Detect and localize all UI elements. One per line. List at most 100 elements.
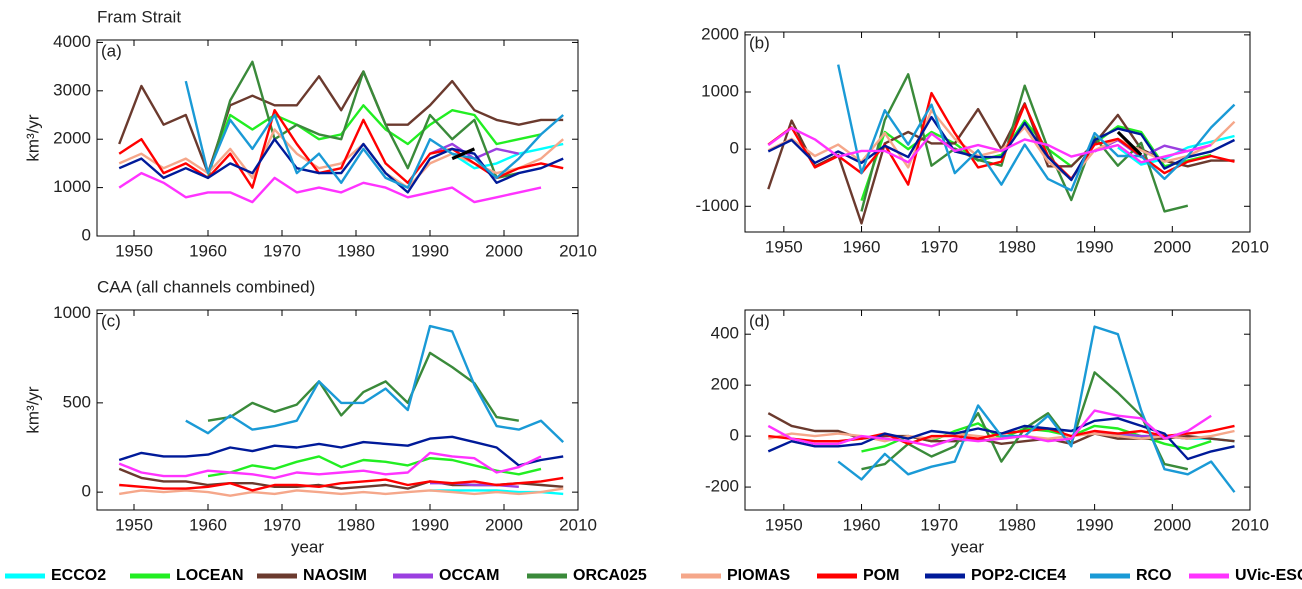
panel-label: (a) xyxy=(101,41,122,60)
y-tick-label: 0 xyxy=(82,482,91,501)
legend-item: PIOMAS xyxy=(681,567,790,584)
series-line xyxy=(118,138,564,194)
x-tick-label: 1960 xyxy=(189,515,227,534)
series-line xyxy=(118,171,542,204)
y-axis-label: km³/yr xyxy=(23,386,42,434)
series-line xyxy=(184,80,564,189)
series-line xyxy=(451,147,476,161)
legend-item: LOCEAN xyxy=(130,567,244,584)
legend-label: RCO xyxy=(1136,567,1172,584)
x-tick-label: 1950 xyxy=(115,515,153,534)
x-tick-label: 1980 xyxy=(998,237,1036,256)
legend-label: ECCO2 xyxy=(51,567,106,584)
y-tick-label: 4000 xyxy=(53,32,91,51)
x-tick-label: 1960 xyxy=(843,515,881,534)
series-line xyxy=(767,126,1212,164)
legend-label: UVic-ESCM xyxy=(1235,567,1302,584)
x-tick-label: 1990 xyxy=(411,241,449,260)
y-tick-label: -200 xyxy=(705,477,739,496)
x-tick-label: 1970 xyxy=(263,241,301,260)
series-line xyxy=(1116,130,1143,157)
panel-title: CAA (all channels combined) xyxy=(97,277,315,296)
y-tick-label: 500 xyxy=(63,392,91,411)
panel-label: (b) xyxy=(749,33,770,52)
series-line xyxy=(207,455,542,478)
x-tick-label: 2010 xyxy=(559,515,597,534)
y-tick-label: -1000 xyxy=(696,196,739,215)
legend-item: RCO xyxy=(1090,567,1172,584)
y-tick-label: 0 xyxy=(730,139,739,158)
series-line xyxy=(837,325,1236,493)
series-line xyxy=(118,451,542,480)
y-tick-label: 3000 xyxy=(53,80,91,99)
legend-label: POM xyxy=(863,567,899,584)
legend-label: PIOMAS xyxy=(727,567,790,584)
legend-label: LOCEAN xyxy=(176,567,244,584)
panel-label: (d) xyxy=(749,311,770,330)
legend-item: ORCA025 xyxy=(527,567,647,584)
x-tick-label: 1950 xyxy=(115,241,153,260)
y-tick-label: 200 xyxy=(711,375,739,394)
x-tick-label: 1980 xyxy=(337,241,375,260)
legend-item: ECCO2 xyxy=(5,567,106,584)
x-tick-label: 2000 xyxy=(1153,237,1191,256)
series-line xyxy=(119,487,564,497)
axes-box xyxy=(744,31,1251,233)
x-tick-label: 1970 xyxy=(920,515,958,534)
x-tick-label: 2000 xyxy=(1153,515,1191,534)
x-tick-label: 2010 xyxy=(1231,515,1269,534)
axes-box xyxy=(96,39,579,237)
series-line xyxy=(207,351,519,422)
x-tick-label: 1990 xyxy=(1076,515,1114,534)
x-tick-label: 2010 xyxy=(559,241,597,260)
x-tick-label: 2010 xyxy=(1231,237,1269,256)
x-tick-label: 1970 xyxy=(920,237,958,256)
y-tick-label: 1000 xyxy=(701,81,739,100)
panel-label: (c) xyxy=(101,311,121,330)
series-line xyxy=(206,104,542,174)
y-tick-label: 0 xyxy=(82,225,91,244)
x-tick-label: 1950 xyxy=(765,515,803,534)
legend-label: NAOSIM xyxy=(303,567,367,584)
legend-item: UVic-ESCM xyxy=(1189,567,1302,584)
x-tick-label: 1990 xyxy=(1076,237,1114,256)
legend-item: POM xyxy=(817,567,899,584)
series-line xyxy=(837,64,1236,192)
series-line xyxy=(185,324,565,443)
legend-label: POP2-CICE4 xyxy=(971,567,1066,584)
x-tick-label: 1950 xyxy=(765,237,803,256)
y-tick-label: 400 xyxy=(711,324,739,343)
legend-label: ORCA025 xyxy=(573,567,647,584)
axes-box xyxy=(744,309,1251,511)
series-line xyxy=(118,128,564,189)
y-tick-label: 1000 xyxy=(53,303,91,322)
series-line xyxy=(118,70,564,175)
x-tick-label: 1960 xyxy=(843,237,881,256)
legend-item: NAOSIM xyxy=(257,567,367,584)
x-tick-label: 1960 xyxy=(189,241,227,260)
x-tick-label: 2000 xyxy=(485,241,523,260)
x-tick-label: 1980 xyxy=(998,515,1036,534)
legend-item: OCCAM xyxy=(393,567,499,584)
legend-item: POP2-CICE4 xyxy=(925,567,1066,584)
series-line xyxy=(767,91,1235,186)
y-axis-label: km³/yr xyxy=(23,114,42,162)
x-axis-label: year xyxy=(291,537,324,556)
y-tick-label: 2000 xyxy=(701,24,739,43)
series-line xyxy=(767,409,1212,448)
y-tick-label: 0 xyxy=(730,426,739,445)
panel-title: Fram Strait xyxy=(97,7,181,26)
x-tick-label: 1990 xyxy=(411,515,449,534)
y-tick-label: 2000 xyxy=(53,129,91,148)
series-line xyxy=(861,371,1189,471)
axes-box xyxy=(96,309,579,511)
series-line xyxy=(118,435,564,467)
x-tick-label: 2000 xyxy=(485,515,523,534)
legend-label: OCCAM xyxy=(439,567,499,584)
x-tick-label: 1970 xyxy=(263,515,301,534)
series-line xyxy=(451,142,564,170)
y-tick-label: 1000 xyxy=(53,177,91,196)
x-axis-label: year xyxy=(951,537,984,556)
series-line xyxy=(206,60,520,180)
